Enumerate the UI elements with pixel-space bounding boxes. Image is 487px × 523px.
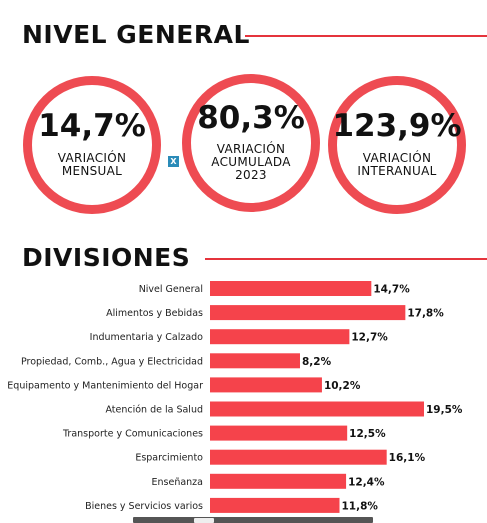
nivel-general-rule [245,35,487,37]
category-label: Equipamento y Mantenimiento del Hogar [7,380,203,391]
variacion-acumulada-card: 80,3% VARIACIÓN ACUMULADA 2023 [182,74,320,212]
value-label: 12,7% [351,332,388,344]
category-label: Transporte y Comunicaciones [62,429,203,440]
value-label: 11,8% [341,500,378,512]
bar [210,497,340,513]
divisiones-title: DIVISIONES [22,243,191,272]
bar [210,281,372,296]
category-label: Bienes y Servicios varios [85,501,203,512]
category-label: Nivel General [139,284,203,295]
value-label: 19,5% [426,404,463,416]
variacion-mensual-label: VARIACIÓN MENSUAL [57,150,127,178]
bar [210,329,350,345]
divisiones-bar-chart: Nivel General 14,7% Alimentos y Bebidas 17,… [7,281,463,513]
value-label: 12,4% [348,476,385,488]
variacion-mensual-card: 14,7% VARIACIÓN MENSUAL [23,76,161,214]
value-label: 14,7% [373,284,410,296]
bar [210,305,406,321]
bar [210,425,348,441]
category-label: Indumentaria y Calzado [90,332,204,343]
value-label: 16,1% [389,452,426,464]
bar [210,401,424,417]
value-label: 17,8% [407,308,444,320]
variacion-acumulada-value: 80,3% [197,99,305,136]
variacion-interanual-card: 123,9% VARIACIÓN INTERANUAL [328,76,466,214]
nivel-general-title: NIVEL GENERAL [22,20,250,49]
spreadsheet-icon[interactable]: X [168,156,179,167]
horizontal-scrollbar[interactable] [133,517,373,523]
variacion-mensual-value: 14,7% [38,107,146,144]
variacion-interanual-value: 123,9% [332,107,462,144]
value-label: 10,2% [324,380,361,392]
value-label: 8,2% [302,356,332,368]
category-label: Enseñanza [152,477,204,488]
category-label: Atención de la Salud [105,405,203,416]
divisiones-rule [205,258,487,260]
value-label: 12,5% [349,428,386,440]
category-label: Propiedad, Comb., Agua y Electricidad [21,356,203,367]
bar [210,449,387,465]
variacion-interanual-label: VARIACIÓN INTERANUAL [357,150,437,178]
category-label: Esparcimiento [135,453,203,464]
bar [210,353,300,369]
variacion-acumulada-label: VARIACIÓN ACUMULADA 2023 [211,141,291,182]
bar [210,473,347,489]
scrollbar-thumb[interactable] [194,518,214,523]
bar [210,377,322,393]
category-label: Alimentos y Bebidas [106,308,203,319]
